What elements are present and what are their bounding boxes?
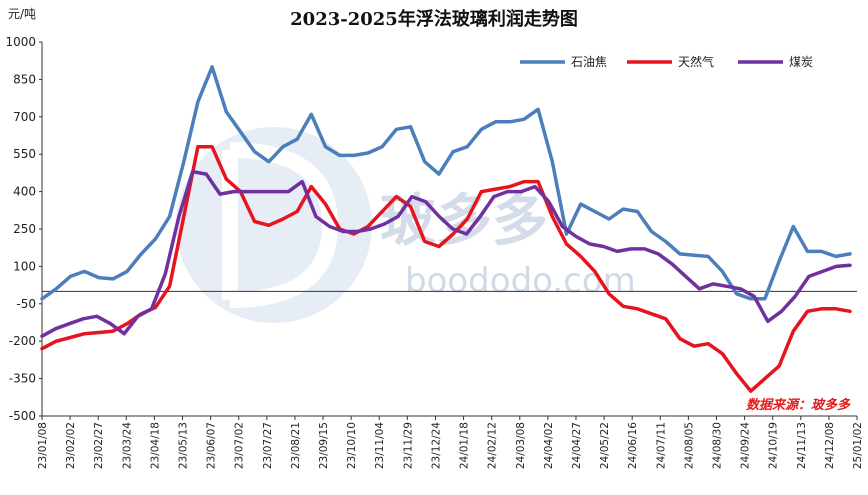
y-unit-label: 元/吨 — [8, 7, 36, 21]
y-tick-label: -200 — [9, 334, 36, 348]
x-tick-label: 24/07/11 — [655, 422, 667, 469]
legend: 石油焦 天然气 煤炭 — [520, 54, 813, 69]
x-tick-label: 23/10/10 — [346, 422, 358, 469]
legend-label-coal: 煤炭 — [789, 55, 813, 69]
x-tick-label: 23/08/21 — [290, 422, 302, 469]
x-tick-label: 24/04/27 — [571, 422, 583, 469]
chart-title: 2023-2025年浮法玻璃利润走势图 — [290, 8, 578, 30]
x-tick-label: 23/04/18 — [149, 422, 161, 469]
x-tick-label: 23/09/15 — [318, 422, 330, 469]
y-tick-label: 850 — [13, 72, 36, 86]
y-tick-label: -500 — [9, 409, 36, 423]
x-tick-label: 23/07/02 — [234, 422, 246, 469]
y-tick-label: -50 — [16, 297, 36, 311]
x-tick-label: 23/05/13 — [178, 422, 190, 469]
x-tick-label: 24/08/30 — [711, 422, 723, 469]
x-tick-label: 24/02/12 — [487, 422, 499, 469]
legend-label-natural-gas: 天然气 — [678, 54, 714, 69]
x-tick-label: 24/03/08 — [515, 422, 527, 469]
watermark-url-text: boododo.com — [405, 261, 636, 301]
y-tick-label: 400 — [13, 185, 36, 199]
y-tick-label: 250 — [13, 222, 36, 236]
y-tick-label: 100 — [13, 259, 36, 273]
x-tick-label: 23/03/24 — [121, 422, 133, 469]
x-tick-label: 24/09/24 — [740, 422, 752, 469]
x-tick-label: 23/12/24 — [430, 422, 442, 469]
series-lines — [40, 65, 852, 393]
legend-label-petcoke: 石油焦 — [571, 55, 607, 69]
x-tick-label: 24/06/16 — [627, 422, 639, 469]
series-line-petcoke — [40, 65, 852, 301]
x-tick-label: 24/10/19 — [768, 422, 780, 469]
x-tick-label: 24/05/22 — [599, 422, 611, 469]
y-tick-label: -350 — [9, 372, 36, 386]
y-tick-label: 550 — [13, 147, 36, 161]
x-tick-label: 23/11/29 — [402, 422, 414, 469]
series-line-natural-gas — [40, 144, 852, 393]
y-tick-label: 1000 — [5, 35, 36, 49]
x-tick-label: 23/02/02 — [65, 422, 77, 469]
watermark: 玻多多 boododo.com — [176, 127, 636, 323]
x-tick-label: 23/01/08 — [37, 422, 49, 469]
x-tick-label: 24/04/02 — [543, 422, 555, 469]
x-tick-label: 23/07/27 — [262, 422, 274, 469]
x-tick-label: 23/02/27 — [93, 422, 105, 469]
x-tick-label: 24/11/13 — [796, 422, 808, 469]
y-ticks: 1000 850 700 550 400 250 100 -50 -200 -350 -500 — [5, 35, 42, 423]
x-tick-label: 23/11/04 — [374, 422, 386, 469]
x-tick-label: 23/06/07 — [206, 422, 218, 469]
x-tick-label: 24/08/05 — [683, 422, 695, 469]
x-tick-label: 24/12/08 — [824, 422, 836, 469]
x-ticks: 23/01/08 23/02/02 23/02/27 23/03/24 23/04/18… — [37, 416, 864, 469]
series-line-coal — [40, 169, 852, 338]
x-tick-label: 24/01/18 — [459, 422, 471, 469]
y-tick-label: 700 — [13, 110, 36, 124]
x-tick-label: 25/01/02 — [852, 422, 864, 469]
source-note: 数据来源：玻多多 — [746, 397, 851, 413]
